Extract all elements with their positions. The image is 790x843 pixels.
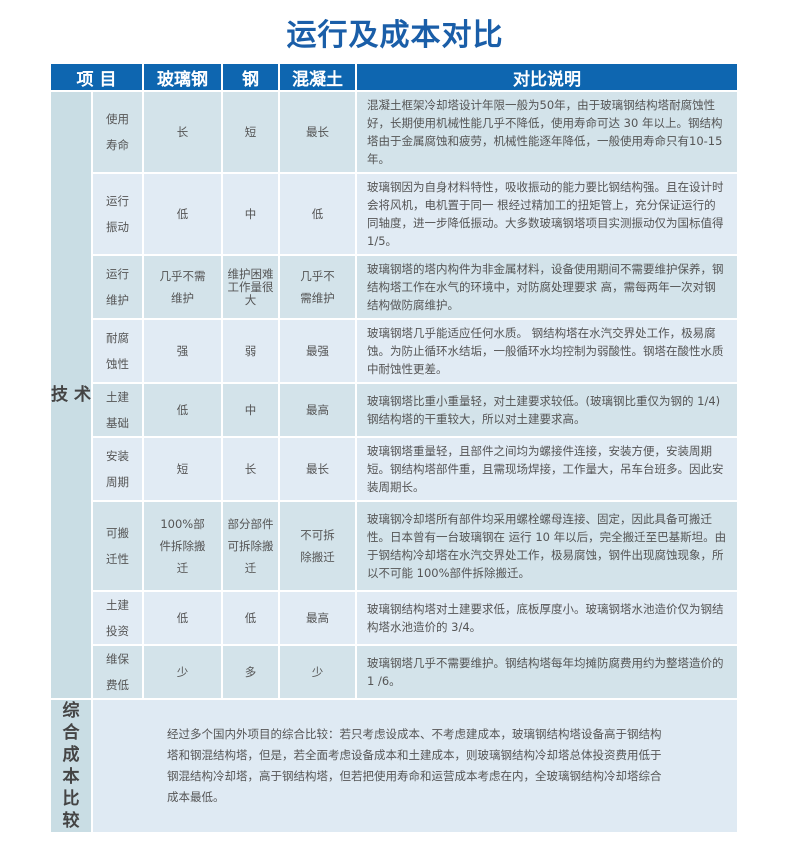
row-frp: 强	[142, 318, 224, 384]
row-description: 玻璃钢塔几乎能适应任何水质。 钢结构塔在水汽交界处工作，极易腐蚀。为防止循环水结…	[355, 318, 739, 384]
row-steel: 中	[221, 172, 281, 256]
row-item: 可搬迁性	[90, 500, 145, 592]
table-row: 耐腐蚀性强弱最强 玻璃钢塔几乎能适应任何水质。 钢结构塔在水汽交界处工作，极易腐蚀…	[50, 318, 739, 384]
row-frp: 短	[142, 436, 224, 502]
table-row: 运行振动低中低玻璃钢因为自身材料特性，吸收振动的能力要比钢结构强。且在设计时会将…	[50, 172, 739, 256]
category-summary: 综合成本比较	[49, 698, 93, 834]
row-frp: 100%部件拆除搬迁	[142, 500, 224, 592]
header-concrete: 混凝土	[278, 62, 358, 92]
row-steel: 维护困难工作量很大	[221, 254, 281, 320]
comparison-table: 项 目 玻璃钢 钢 混凝土 对比说明 技 术使用寿命长短最长 混凝土框架冷却塔设计…	[48, 62, 739, 834]
summary-text: 经过多个国内外项目的综合比较：若只考虑设成本、不考虑建成本，玻璃钢结构塔设备高于…	[91, 698, 739, 834]
row-steel: 多	[221, 644, 281, 700]
row-item: 运行维护	[90, 254, 145, 320]
row-frp: 长	[142, 90, 224, 174]
header-steel: 钢	[221, 62, 281, 92]
row-item: 土建基础	[90, 382, 145, 438]
row-description: 玻璃钢冷却塔所有部件均采用螺栓螺母连接、固定，因此具备可搬迁性。日本曾有一台玻璃…	[355, 500, 739, 592]
row-concrete: 最高	[278, 590, 358, 646]
table-row: 维保费低少多少玻璃钢塔几乎不需要维护。钢结构塔每年均摊防腐费用约为整塔造价的1 …	[50, 644, 739, 700]
row-description: 玻璃钢结构塔对土建要求低，底板厚度小。玻璃钢塔水池造价仅为钢结构塔水池造价的 3…	[355, 590, 739, 646]
row-frp: 低	[142, 382, 224, 438]
header-description: 对比说明	[355, 62, 739, 92]
header-item: 项 目	[48, 62, 145, 92]
table-header: 项 目 玻璃钢 钢 混凝土 对比说明	[48, 62, 739, 92]
row-description: 玻璃钢塔重量轻，且部件之间均为螺接件连接，安装方便，安装周期短。钢结构塔部件重，…	[355, 436, 739, 502]
row-frp: 少	[142, 644, 224, 700]
row-concrete: 几乎不需维护	[278, 254, 358, 320]
header-frp: 玻璃钢	[142, 62, 224, 92]
row-description: 玻璃钢塔几乎不需要维护。钢结构塔每年均摊防腐费用约为整塔造价的1 /6。	[355, 644, 739, 700]
row-steel: 部分部件可拆除搬迁	[221, 500, 281, 592]
row-frp: 几乎不需维护	[142, 254, 224, 320]
row-steel: 长	[221, 436, 281, 502]
category-tech: 技 术	[49, 90, 93, 700]
table-row: 可搬迁性 100%部件拆除搬迁 部分部件可拆除搬迁 不可拆除搬迁 玻璃钢冷却塔所有部件均…	[50, 500, 739, 592]
row-concrete: 最长	[278, 90, 358, 174]
row-concrete: 少	[278, 644, 358, 700]
row-description: 玻璃钢因为自身材料特性，吸收振动的能力要比钢结构强。且在设计时会将风机，电机置于…	[355, 172, 739, 256]
summary-row: 综合成本比较 经过多个国内外项目的综合比较：若只考虑设成本、不考虑建成本，玻璃钢结…	[49, 698, 739, 834]
row-item: 维保费低	[90, 644, 145, 700]
row-description: 混凝土框架冷却塔设计年限一般为50年，由于玻璃钢结构塔耐腐蚀性好，长期使用机械性…	[355, 90, 739, 174]
row-concrete: 不可拆除搬迁	[278, 500, 358, 592]
table-row: 安装周期短长最长 玻璃钢塔重量轻，且部件之间均为螺接件连接，安装方便，安装周期短。…	[50, 436, 739, 502]
row-description: 玻璃钢塔比重小重量轻，对土建要求较低。(玻璃钢比重仅为钢的 1/4) 钢结构塔的…	[355, 382, 739, 438]
table-row: 土建投资低低最高 玻璃钢结构塔对土建要求低，底板厚度小。玻璃钢塔水池造价仅为钢结构…	[50, 590, 739, 646]
row-item: 土建投资	[90, 590, 145, 646]
row-concrete: 最强	[278, 318, 358, 384]
row-steel: 中	[221, 382, 281, 438]
row-concrete: 低	[278, 172, 358, 256]
row-steel: 低	[221, 590, 281, 646]
row-item: 使用寿命	[90, 90, 145, 174]
row-item: 运行振动	[90, 172, 145, 256]
table-row: 技 术使用寿命长短最长 混凝土框架冷却塔设计年限一般为50年，由于玻璃钢结构塔耐腐…	[49, 90, 739, 700]
table-row: 土建基础低中最高 玻璃钢塔比重小重量轻，对土建要求较低。(玻璃钢比重仅为钢的 1/…	[50, 382, 739, 438]
row-item: 安装周期	[90, 436, 145, 502]
row-steel: 短	[221, 90, 281, 174]
row-frp: 低	[142, 172, 224, 256]
row-item: 耐腐蚀性	[90, 318, 145, 384]
page-title: 运行及成本对比	[286, 18, 504, 53]
table-row: 运行维护 几乎不需维护 维护困难工作量很大 几乎不需维护 玻璃钢塔的塔内构件为非金属材料…	[50, 254, 739, 320]
row-description: 玻璃钢塔的塔内构件为非金属材料，设备使用期间不需要维护保养，钢结构塔工作在水气的…	[355, 254, 739, 320]
row-concrete: 最高	[278, 382, 358, 438]
row-frp: 低	[142, 590, 224, 646]
row-concrete: 最长	[278, 436, 358, 502]
row-steel: 弱	[221, 318, 281, 384]
